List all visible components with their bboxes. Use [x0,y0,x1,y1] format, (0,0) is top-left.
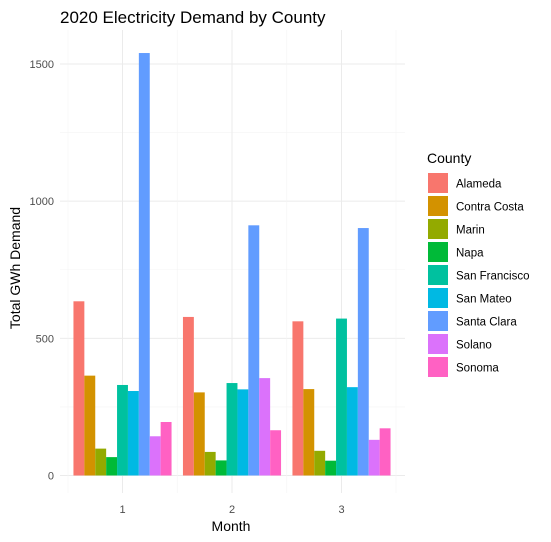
bar-napa-month-1 [106,457,118,476]
legend-label: San Mateo [456,294,512,306]
legend-items: Alameda Contra Costa Marin Napa San Francisc… [428,173,530,377]
bar-napa-month-2 [215,460,227,476]
bar-contra-costa-month-1 [84,375,96,476]
bar-san-francisco-month-3 [336,318,347,476]
legend-key-santa-clara [428,311,448,331]
bar-marin-month-3 [314,450,326,476]
gridlines [60,30,405,493]
x-axis-title: Month [212,518,251,534]
bar-san-francisco-month-1 [117,384,128,476]
bar-solano-month-1 [149,436,161,476]
bar-sonoma-month-1 [160,422,172,476]
plot-panel [60,30,405,493]
legend-key-napa [428,242,448,262]
bar-alameda-month-2 [182,316,194,476]
bars [73,53,391,476]
bar-san-mateo-month-1 [127,391,139,476]
bar-san-mateo-month-2 [237,389,249,476]
legend-label: Sonoma [456,363,499,375]
y-tick-label: 0 [48,471,54,483]
legend: County Alameda Contra Costa Marin Napa San F… [427,150,530,377]
legend-key-solano [428,334,448,354]
bar-san-mateo-month-3 [346,387,358,476]
bar-san-francisco-month-2 [226,383,238,476]
legend-key-contra-costa [428,196,448,216]
bar-santa-clara-month-3 [357,228,369,476]
legend-label: Santa Clara [456,317,517,329]
bar-santa-clara-month-1 [138,53,150,476]
bar-contra-costa-month-2 [193,392,205,476]
bar-solano-month-2 [259,378,271,476]
y-tick-label: 1500 [30,59,54,71]
bar-solano-month-3 [368,439,380,476]
bar-alameda-month-3 [292,321,304,476]
x-tick-label: 2 [229,504,235,516]
legend-label: Napa [456,248,484,260]
y-tick-label: 500 [36,333,54,345]
y-tick-label: 1000 [30,196,54,208]
legend-key-san-mateo [428,288,448,308]
bar-contra-costa-month-3 [303,389,315,476]
x-tick-label: 3 [338,504,344,516]
bar-alameda-month-1 [73,301,85,476]
bar-napa-month-3 [325,460,337,476]
legend-label: San Francisco [456,271,530,283]
legend-key-sonoma [428,357,448,377]
legend-key-alameda [428,173,448,193]
legend-label: Contra Costa [456,202,524,214]
legend-key-san-francisco [428,265,448,285]
legend-key-marin [428,219,448,239]
y-axis-ticks: 0 500 1000 1500 [30,59,54,483]
x-axis-ticks: 1 2 3 [119,504,344,516]
legend-label: Solano [456,340,492,352]
bar-sonoma-month-2 [270,430,282,476]
y-axis-title: Total GWh Demand [7,207,23,329]
bar-marin-month-1 [95,448,107,476]
x-tick-label: 1 [119,504,125,516]
bar-marin-month-2 [204,451,216,476]
bar-sonoma-month-3 [379,428,391,476]
legend-title: County [427,150,471,166]
bar-santa-clara-month-2 [248,225,260,476]
legend-label: Alameda [456,179,502,191]
legend-label: Marin [456,225,485,237]
chart-title: 2020 Electricity Demand by County [60,8,326,27]
